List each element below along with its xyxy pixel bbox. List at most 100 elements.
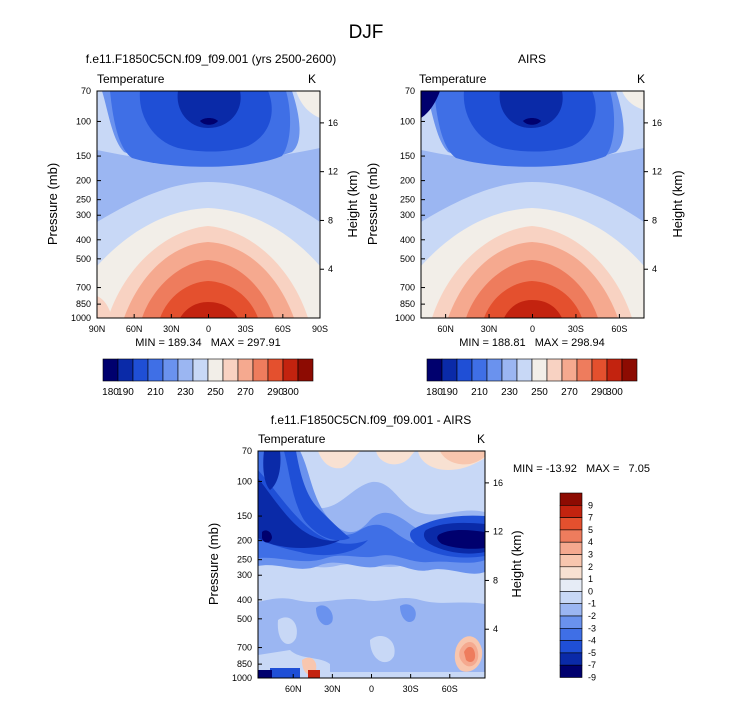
y-tick-label: 300 — [76, 210, 91, 220]
y-tick-label: 700 — [76, 283, 91, 293]
level-band — [499, 91, 563, 128]
x-tick-label: 90S — [312, 324, 328, 334]
y-tick-label: 150 — [76, 151, 91, 161]
colorbar-swatch — [471, 358, 488, 382]
y-tick-label: 850 — [76, 299, 91, 309]
colorbar-swatch — [162, 358, 179, 382]
colorbar-swatch — [559, 492, 583, 506]
variable-label: Temperature — [97, 72, 165, 86]
y-tick-label: 700 — [237, 643, 252, 653]
min-max-stats: MIN = 188.81 MAX = 298.94 — [459, 337, 605, 349]
level-band — [177, 91, 241, 128]
colorbar-swatch — [516, 358, 533, 382]
colorbar-swatch — [426, 358, 443, 382]
colorbar-swatch — [559, 664, 583, 678]
colorbar-label: -5 — [588, 648, 596, 658]
x-tick-label: 60S — [442, 684, 458, 694]
x-tick-label: 0 — [369, 684, 374, 694]
colorbar-swatch — [102, 358, 119, 382]
colorbar-swatch — [576, 358, 593, 382]
colorbar-swatch — [132, 358, 149, 382]
colorbar-label: -9 — [588, 673, 596, 683]
y2-tick-label: 16 — [328, 118, 338, 128]
variable-label: Temperature — [419, 72, 487, 86]
colorbar-label: -7 — [588, 660, 596, 670]
level-band — [180, 302, 238, 318]
colorbar-swatch — [559, 603, 583, 617]
contour-field — [421, 91, 644, 318]
y-tick-label: 100 — [237, 476, 252, 486]
level-band — [296, 91, 320, 118]
level-band — [262, 530, 272, 543]
level-band — [258, 670, 272, 678]
x-tick-label: 0 — [530, 324, 535, 334]
colorbar-swatch — [117, 358, 134, 382]
colorbar-swatch — [441, 358, 458, 382]
colorbar-swatch — [621, 358, 638, 382]
y-tick-label: 1000 — [71, 313, 91, 323]
level-band — [421, 91, 440, 118]
y2-tick-label: 12 — [493, 527, 503, 537]
y-tick-label: 700 — [400, 283, 415, 293]
colorbar-swatch — [606, 358, 623, 382]
colorbar-swatch — [222, 358, 239, 382]
x-tick-label: 60N — [126, 324, 143, 334]
y-tick-label: 100 — [400, 116, 415, 126]
y-tick-label: 300 — [237, 570, 252, 580]
y2-tick-label: 8 — [328, 215, 333, 225]
y-tick-label: 200 — [400, 176, 415, 186]
level-band — [440, 451, 485, 465]
x-tick-label: 90N — [89, 324, 106, 334]
level-band — [464, 646, 476, 662]
level-band — [270, 668, 300, 678]
x-tick-label: 30N — [324, 684, 341, 694]
level-band — [258, 478, 340, 548]
y-tick-label: 70 — [242, 446, 252, 456]
y-tick-label: 1000 — [395, 313, 415, 323]
y-axis-label: Pressure (mb) — [45, 163, 60, 245]
y-tick-label: 200 — [76, 176, 91, 186]
colorbar-label: 290 — [591, 387, 608, 398]
level-band — [160, 281, 258, 318]
colorbar-swatch — [559, 578, 583, 592]
y-tick-label: 500 — [400, 254, 415, 264]
colorbar-label: 300 — [282, 387, 299, 398]
units-label: K — [477, 432, 485, 446]
panel-title: AIRS — [518, 52, 546, 66]
level-band — [308, 670, 320, 678]
level-band — [437, 530, 485, 549]
y2-tick-label: 4 — [652, 264, 657, 274]
colorbar-label: 7 — [588, 513, 593, 523]
colorbar-label: 290 — [267, 387, 284, 398]
colorbar-label: 9 — [588, 500, 593, 510]
y2-axis-label: Height (km) — [345, 170, 360, 237]
colorbar-label: -3 — [588, 623, 596, 633]
level-band — [622, 91, 644, 110]
x-tick-label: 60N — [437, 324, 454, 334]
colorbar-label: 270 — [237, 387, 254, 398]
y2-tick-label: 16 — [652, 118, 662, 128]
colorbar-label: -4 — [588, 636, 596, 646]
level-band — [200, 118, 218, 125]
colorbar-label: 230 — [501, 387, 518, 398]
colorbar-swatch — [591, 358, 608, 382]
y-tick-label: 250 — [76, 195, 91, 205]
contour-field — [258, 451, 485, 678]
level-band — [330, 672, 485, 678]
colorbar-swatch — [297, 358, 314, 382]
colorbar-swatch — [192, 358, 209, 382]
colorbar-swatch — [282, 358, 299, 382]
y-tick-label: 250 — [237, 555, 252, 565]
x-tick-label: 30S — [568, 324, 584, 334]
level-band — [258, 451, 350, 541]
colorbar-swatch — [561, 358, 578, 382]
y-axis-label: Pressure (mb) — [365, 163, 380, 245]
y2-tick-label: 8 — [652, 215, 657, 225]
panel-obs: AIRS Temperature K 70 100 150 200 250 300 400 5… — [365, 52, 685, 398]
y-tick-label: 150 — [400, 151, 415, 161]
colorbar-swatch — [456, 358, 473, 382]
colorbar-label: 270 — [561, 387, 578, 398]
colorbar-label: 210 — [471, 387, 488, 398]
level-band — [523, 118, 541, 125]
